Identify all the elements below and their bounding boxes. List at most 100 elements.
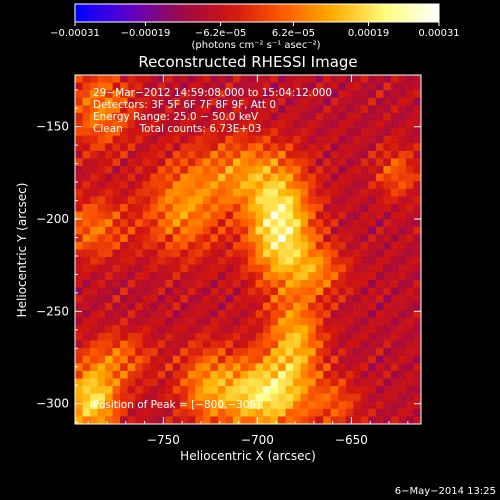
heatmap-cell	[127, 173, 136, 182]
heatmap-cell	[157, 90, 166, 99]
heatmap-cell	[82, 128, 91, 137]
heatmap-cell	[263, 287, 272, 296]
heatmap-cell	[225, 348, 234, 357]
heatmap-cell	[300, 112, 309, 122]
heatmap-cell	[105, 287, 114, 296]
heatmap-cell	[112, 112, 121, 122]
heatmap-cell	[90, 317, 99, 326]
heatmap-cell	[248, 128, 257, 137]
heatmap-cell	[383, 325, 392, 334]
heatmap-cell	[127, 120, 136, 129]
heatmap-cell	[105, 150, 114, 160]
heatmap-cell	[398, 234, 407, 243]
heatmap-cell	[338, 196, 347, 205]
heatmap-cell	[383, 158, 392, 167]
heatmap-cell	[97, 241, 106, 251]
heatmap-cell	[278, 370, 287, 380]
heatmap-cell	[210, 355, 219, 364]
x-tick-label: −750	[147, 433, 180, 447]
heatmap-cell	[330, 226, 339, 235]
heatmap-cell	[217, 401, 227, 410]
heatmap-cell	[300, 173, 309, 182]
heatmap-cell	[375, 302, 384, 311]
heatmap-cell	[270, 196, 279, 205]
heatmap-cell	[368, 393, 377, 402]
heatmap-cell	[112, 188, 121, 197]
heatmap-cell	[120, 105, 129, 114]
heatmap-cell	[413, 120, 421, 129]
heatmap-cell	[360, 249, 369, 258]
heatmap-cell	[255, 408, 264, 418]
heatmap-cell	[232, 416, 242, 424]
heatmap-cell	[293, 112, 302, 122]
heatmap-cell	[405, 249, 415, 258]
heatmap-cell	[248, 188, 257, 197]
heatmap-cell	[195, 295, 204, 304]
heatmap-cell	[398, 348, 407, 357]
heatmap-cell	[225, 310, 234, 319]
heatmap-cell	[165, 363, 174, 372]
heatmap-cell	[383, 378, 392, 387]
heatmap-cell	[240, 166, 249, 175]
heatmap-cell	[217, 408, 227, 418]
heatmap-cell	[75, 135, 84, 144]
heatmap-cell	[217, 203, 227, 213]
heatmap-cell	[112, 370, 121, 380]
heatmap-cell	[398, 196, 407, 205]
heatmap-cell	[315, 128, 324, 137]
heatmap-cell	[195, 348, 204, 357]
heatmap-cell	[232, 272, 242, 281]
heatmap-cell	[405, 386, 415, 395]
heatmap-cell	[353, 378, 362, 387]
heatmap-cell	[360, 257, 369, 266]
heatmap-cell	[240, 234, 249, 243]
heatmap-cell	[195, 279, 204, 289]
heatmap-cell	[112, 128, 121, 137]
heatmap-cell	[232, 135, 242, 144]
heatmap-cell	[217, 181, 227, 190]
heatmap-cell	[127, 416, 136, 424]
heatmap-cell	[240, 112, 249, 122]
heatmap-cell	[293, 150, 302, 160]
heatmap-cell	[353, 90, 362, 99]
heatmap-cell	[353, 112, 362, 122]
heatmap-cell	[150, 196, 159, 205]
heatmap-cell	[180, 408, 189, 418]
heatmap-cell	[375, 332, 384, 342]
heatmap-cell	[375, 196, 384, 205]
heatmap-cell	[383, 120, 392, 129]
heatmap-cell	[308, 340, 317, 349]
heatmap-cell	[323, 355, 332, 364]
heatmap-cell	[180, 150, 189, 160]
chart-title: Reconstructed RHESSI Image	[138, 53, 357, 71]
heatmap-cell	[195, 82, 204, 91]
heatmap-cell	[270, 401, 279, 410]
heatmap-cell	[270, 90, 279, 99]
heatmap-cell	[353, 295, 362, 304]
heatmap-cell	[353, 226, 362, 235]
heatmap-cell	[413, 219, 421, 228]
heatmap-cell	[413, 82, 421, 91]
heatmap-cell	[338, 188, 347, 197]
heatmap-cell	[150, 105, 159, 114]
heatmap-cell	[413, 272, 421, 281]
heatmap-cell	[112, 401, 121, 410]
heatmap-cell	[187, 332, 196, 342]
heatmap-cell	[105, 120, 114, 129]
heatmap-cell	[338, 416, 347, 424]
heatmap-cell	[97, 143, 106, 152]
heatmap-cell	[383, 135, 392, 144]
heatmap-cell	[353, 150, 362, 160]
heatmap-cell	[217, 295, 227, 304]
heatmap-cell	[127, 82, 136, 91]
heatmap-cell	[383, 90, 392, 99]
heatmap-cell	[293, 264, 302, 273]
heatmap-cell	[390, 355, 400, 364]
heatmap-cell	[195, 135, 204, 144]
heatmap-cell	[338, 378, 347, 387]
heatmap-cell	[165, 203, 174, 213]
heatmap-cell	[368, 264, 377, 273]
heatmap-cell	[248, 332, 257, 342]
heatmap-cell	[97, 188, 106, 197]
heatmap-cell	[112, 158, 121, 167]
